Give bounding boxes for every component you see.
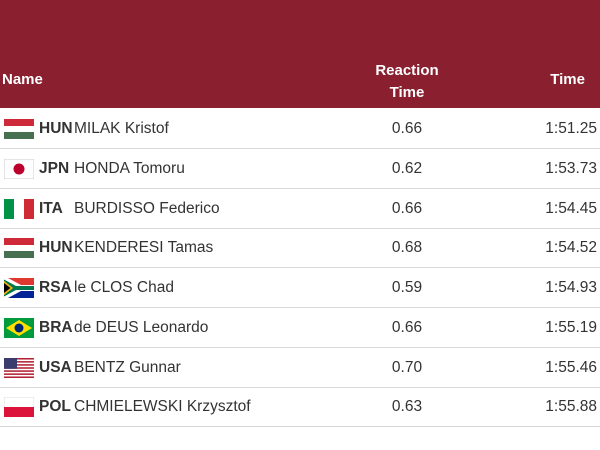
reaction-header: Reaction Time <box>375 62 439 101</box>
athlete-name: BURDISSO Federico <box>74 199 220 217</box>
finish-time: 1:54.93 <box>545 279 597 296</box>
flag <box>4 397 34 418</box>
finish-time: 1:55.19 <box>545 318 597 336</box>
country-code: RSA <box>39 279 72 296</box>
reaction-time: 0.70 <box>391 358 423 376</box>
flag <box>4 198 34 219</box>
country-code: BRA <box>39 318 73 336</box>
country-code: HUN <box>39 239 73 257</box>
flag <box>4 158 34 179</box>
athlete-name: le CLOS Chad <box>74 279 174 296</box>
country-code: USA <box>39 358 72 376</box>
finish-time: 1:55.46 <box>545 358 597 376</box>
table-header: Name Reaction Time Time <box>0 0 600 108</box>
finish-time: 1:51.25 <box>545 120 597 137</box>
reaction-time: 0.68 <box>391 239 423 257</box>
athlete-name: MILAK Kristof <box>74 120 169 137</box>
finish-time: 1:54.52 <box>545 239 597 257</box>
flag <box>4 119 34 139</box>
result-row: BRA de DEUS Leonardo 0.66 1:55.19 <box>0 308 600 348</box>
result-row: HUN KENDERESI Tamas 0.68 1:54.52 <box>0 228 600 269</box>
reaction-time: 0.66 <box>391 318 423 336</box>
reaction-time: 0.59 <box>391 279 423 296</box>
athlete-name: KENDERESI Tamas <box>74 239 214 257</box>
athlete-name: CHMIELEWSKI Krzysztof <box>74 398 251 416</box>
result-row: JPN HONDA Tomoru 0.62 1:53.73 <box>0 149 600 189</box>
result-row: RSA le CLOS Chad 0.59 1:54.93 <box>0 268 600 308</box>
flag <box>4 317 34 338</box>
country-code: JPN <box>39 159 70 177</box>
reaction-time: 0.66 <box>391 199 423 217</box>
country-code: POL <box>39 398 71 416</box>
time-header: Time <box>550 71 585 88</box>
reaction-time: 0.62 <box>391 159 423 177</box>
flag <box>4 357 34 378</box>
finish-time: 1:55.88 <box>545 398 597 416</box>
result-row: ITA BURDISSO Federico 0.66 1:54.45 <box>0 189 600 229</box>
finish-time: 1:53.73 <box>545 159 597 177</box>
result-row: POL CHMIELEWSKI Krzysztof 0.63 1:55.88 <box>0 387 600 428</box>
result-row: HUN MILAK Kristof 0.66 1:51.25 <box>0 109 600 149</box>
result-row: USA BENTZ Gunnar 0.70 1:55.46 <box>0 348 600 388</box>
reaction-time: 0.66 <box>391 120 423 137</box>
reaction-time: 0.63 <box>391 398 423 416</box>
finish-time: 1:54.45 <box>545 199 597 217</box>
country-code: ITA <box>39 199 63 217</box>
flag <box>4 278 34 298</box>
athlete-name: de DEUS Leonardo <box>74 318 209 336</box>
name-header: Name <box>2 71 43 88</box>
country-code: HUN <box>39 120 73 137</box>
athlete-name: BENTZ Gunnar <box>74 358 181 376</box>
athlete-name: HONDA Tomoru <box>74 159 185 177</box>
flag <box>4 238 34 259</box>
